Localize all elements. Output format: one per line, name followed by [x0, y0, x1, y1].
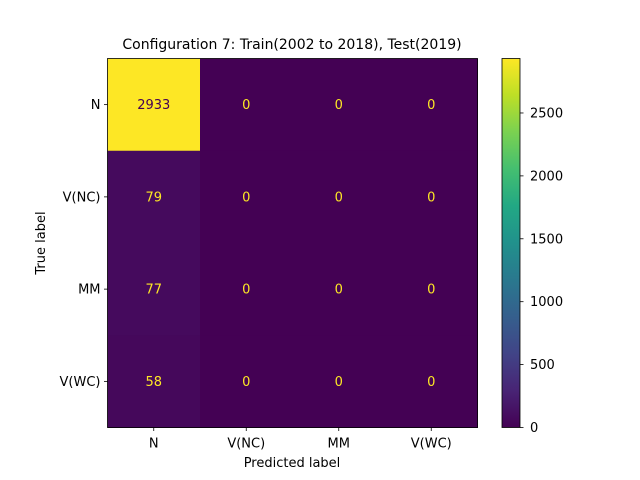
colorbar [501, 58, 521, 428]
matrix-cell-r0-c0 [107, 58, 201, 152]
y-axis-ticks: N V(NC) MM V(WC) [60, 98, 108, 390]
colorbar-tick-label-1: 500 [530, 358, 555, 373]
x-tick-label-0: N [149, 437, 159, 452]
x-axis-ticks: N V(NC) MM V(WC) [149, 427, 452, 452]
cell-value-r2-c3: 0 [427, 283, 435, 298]
colorbar-ticks: 0 500 1000 1500 2000 2500 [520, 106, 563, 436]
cell-value-r0-c3: 0 [427, 98, 435, 113]
matrix-cell-r2-c1 [200, 243, 293, 336]
y-tick-label-2: MM [78, 283, 100, 298]
y-axis-label: True label [34, 211, 49, 275]
cell-value-r0-c2: 0 [335, 98, 343, 113]
y-tick-label-0: N [91, 98, 101, 113]
cell-value-r1-c3: 0 [427, 190, 435, 205]
matrix-cell-r2-c3 [385, 243, 478, 336]
x-axis-label: Predicted label [244, 456, 341, 471]
cell-value-r1-c2: 0 [335, 190, 343, 205]
cell-value-r0-c0: 2933 [137, 98, 170, 113]
matrix-cell-r3-c0 [107, 335, 201, 428]
colorbar-tick-label-2: 1000 [530, 295, 563, 310]
matrix-cell-r1-c1 [200, 150, 293, 244]
y-tick-label-1: V(NC) [63, 190, 101, 205]
cell-value-r0-c1: 0 [242, 98, 250, 113]
y-tick-label-3: V(WC) [60, 375, 101, 390]
cell-value-r1-c1: 0 [242, 190, 250, 205]
matrix-cell-r0-c3 [385, 58, 478, 152]
heatmap-frame [107, 58, 478, 428]
matrix-cell-r2-c0 [107, 243, 201, 336]
matrix-cells [107, 58, 478, 428]
matrix-cell-r0-c1 [200, 58, 293, 152]
matrix-cell-r2-c2 [292, 243, 386, 336]
cell-value-r3-c1: 0 [242, 375, 250, 390]
cell-value-r1-c0: 79 [145, 190, 162, 205]
matrix-cell-r3-c2 [292, 335, 386, 428]
matrix-cell-r1-c2 [292, 150, 386, 244]
colorbar-tick-label-0: 0 [530, 421, 538, 436]
colorbar-tick-label-4: 2000 [530, 169, 563, 184]
matrix-cell-r3-c1 [200, 335, 293, 428]
x-tick-label-3: V(WC) [411, 437, 452, 452]
cell-value-r2-c2: 0 [335, 283, 343, 298]
cell-value-r3-c2: 0 [335, 375, 343, 390]
matrix-cell-labels: 2933 0 0 0 79 0 0 0 77 0 0 0 58 0 0 0 [137, 98, 435, 390]
matrix-cell-r1-c0 [107, 150, 201, 244]
matrix-cell-r0-c2 [292, 58, 386, 152]
cell-value-r2-c0: 77 [145, 283, 162, 298]
matrix-cell-r1-c3 [385, 150, 478, 244]
chart-title: Configuration 7: Train(2002 to 2018), Te… [122, 37, 461, 53]
cell-value-r2-c1: 0 [242, 283, 250, 298]
colorbar-tick-label-3: 1500 [530, 232, 563, 247]
x-tick-label-2: MM [328, 437, 350, 452]
x-tick-label-1: V(NC) [227, 437, 265, 452]
cell-value-r3-c3: 0 [427, 375, 435, 390]
cell-value-r3-c0: 58 [145, 375, 162, 390]
matrix-cell-r3-c3 [385, 335, 478, 428]
colorbar-tick-label-5: 2500 [530, 106, 563, 121]
